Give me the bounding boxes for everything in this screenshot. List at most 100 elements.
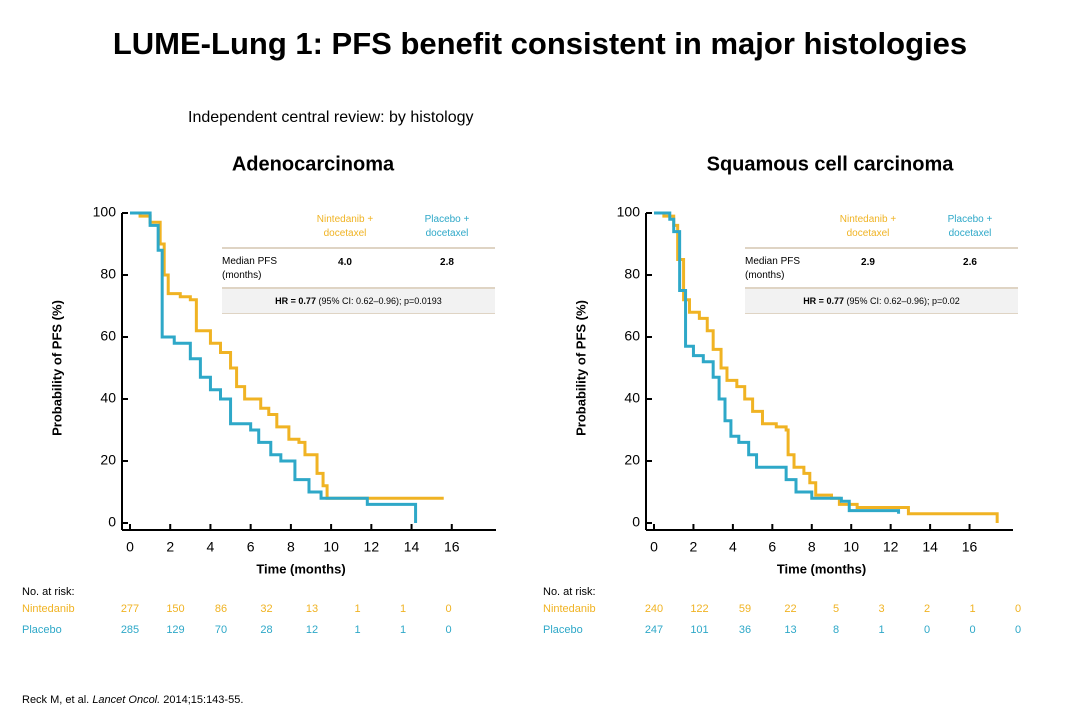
x-tick-label: 4 [729,539,737,555]
at-risk-count: 59 [739,603,751,615]
row-label: Median PFS (months) [745,256,801,281]
at-risk-count: 277 [121,603,139,615]
at-risk-count: 13 [306,603,318,615]
at-risk-count: 3 [878,603,884,615]
row-label: Median PFS (months) [222,256,278,281]
x-tick-label: 16 [962,539,978,555]
at-risk-count: 101 [690,624,708,636]
y-tick-label: 80 [624,266,640,282]
at-risk-label: No. at risk: [22,586,75,598]
y-tick-label: 0 [632,514,640,530]
x-axis-label: Time (months) [777,561,866,576]
reference-authors: Reck M, et al. [22,694,89,706]
at-risk-count: 1 [969,603,975,615]
subtitle: Independent central review: by histology [188,109,474,126]
column-header: Nintedanib + docetaxel [316,214,374,239]
y-tick-label: 60 [624,328,640,344]
x-tick-label: 2 [690,539,698,555]
at-risk-count: 1 [354,603,360,615]
at-risk-count: 0 [969,624,975,636]
at-risk-count: 247 [645,624,663,636]
hr-detail: (95% CI: 0.62–0.96); p=0.0193 [318,296,442,306]
median-value: 4.0 [338,257,352,268]
x-tick-label: 10 [323,539,339,555]
at-risk-count: 0 [1015,624,1021,636]
at-risk-count: 2 [924,603,930,615]
at-risk-count: 0 [445,624,451,636]
at-risk-count: 0 [924,624,930,636]
x-tick-label: 12 [883,539,899,555]
reference-rest: 2014;15:143-55. [163,694,243,706]
hazard-ratio: HR = 0.77 (95% CI: 0.62–0.96); p=0.02 [745,294,1018,308]
column-header: Nintedanib + docetaxel [839,214,897,239]
x-tick-label: 2 [166,539,174,555]
at-risk-count: 12 [306,624,318,636]
at-risk-count: 1 [354,624,360,636]
at-risk-name: Nintedanib [22,603,75,615]
at-risk-count: 0 [445,603,451,615]
hr-detail: (95% CI: 0.62–0.96); p=0.02 [846,296,960,306]
at-risk-count: 13 [784,624,796,636]
at-risk-count: 36 [739,624,751,636]
at-risk-name: Placebo [22,624,62,636]
at-risk-count: 0 [1015,603,1021,615]
column-header: Placebo + docetaxel [424,214,470,239]
x-tick-label: 14 [404,539,420,555]
median-value: 2.9 [861,257,875,268]
km-curve [130,211,444,500]
km-curve [654,211,999,523]
chart-title: Squamous cell carcinoma [707,153,955,175]
y-tick-label: 100 [93,204,117,220]
slide-title: LUME-Lung 1: PFS benefit consistent in m… [113,26,967,61]
x-tick-label: 10 [843,539,859,555]
at-risk-count: 285 [121,624,139,636]
median-value: 2.8 [440,257,454,268]
y-tick-label: 60 [100,328,116,344]
y-tick-label: 20 [624,452,640,468]
x-tick-label: 8 [808,539,816,555]
x-tick-label: 12 [364,539,380,555]
x-tick-label: 8 [287,539,295,555]
x-tick-label: 4 [207,539,215,555]
at-risk-count: 22 [784,603,796,615]
at-risk-count: 8 [833,624,839,636]
km-curve [654,211,901,514]
at-risk-label: No. at risk: [543,586,596,598]
at-risk-count: 5 [833,603,839,615]
km-curve [130,211,418,523]
y-tick-label: 0 [108,514,116,530]
hr-band [222,289,495,313]
at-risk-count: 1 [400,603,406,615]
x-tick-label: 16 [444,539,460,555]
at-risk-count: 86 [215,603,227,615]
at-risk-count: 150 [166,603,184,615]
y-tick-label: 20 [100,452,116,468]
at-risk-count: 1 [400,624,406,636]
hr-band [745,289,1018,313]
x-tick-label: 6 [768,539,776,555]
hr-value: HR = 0.77 [275,296,316,306]
x-tick-label: 0 [650,539,658,555]
median-value: 2.6 [963,257,977,268]
y-axis-label: Probability of PFS (%) [49,300,64,436]
at-risk-count: 32 [260,603,272,615]
at-risk-name: Placebo [543,624,583,636]
x-tick-label: 6 [247,539,255,555]
hazard-ratio: HR = 0.77 (95% CI: 0.62–0.96); p=0.0193 [222,294,495,308]
at-risk-count: 70 [215,624,227,636]
reference-journal: Lancet Oncol. [92,694,160,706]
x-axis-label: Time (months) [256,561,345,576]
x-tick-label: 14 [922,539,938,555]
y-tick-label: 80 [100,266,116,282]
reference: Reck M, et al. Lancet Oncol. 2014;15:143… [22,694,243,706]
at-risk-count: 28 [260,624,272,636]
hr-value: HR = 0.77 [803,296,844,306]
at-risk-name: Nintedanib [543,603,596,615]
at-risk-count: 122 [690,603,708,615]
chart-title: Adenocarcinoma [232,153,395,175]
at-risk-count: 1 [878,624,884,636]
y-tick-label: 100 [617,204,641,220]
y-tick-label: 40 [100,390,116,406]
